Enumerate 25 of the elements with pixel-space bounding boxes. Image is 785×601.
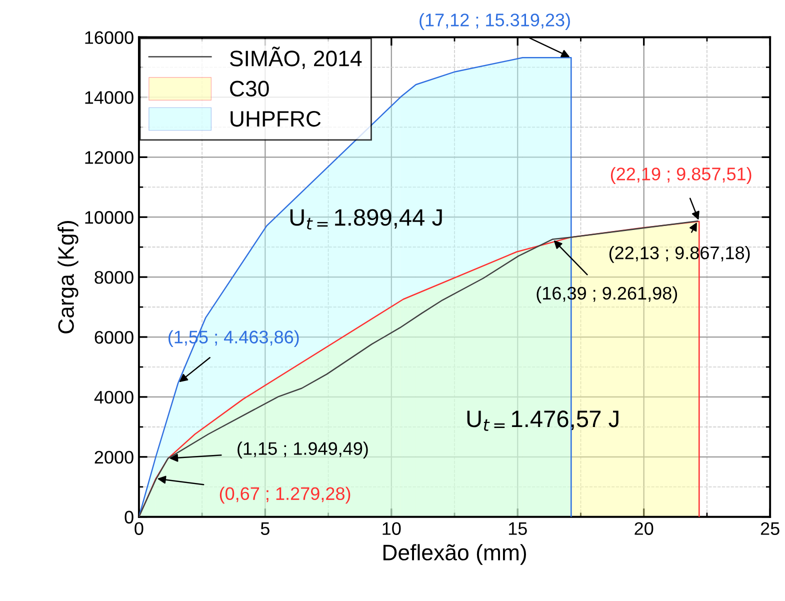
x-tick-label: 20 — [634, 522, 654, 535]
x-tick-label: 15 — [508, 522, 527, 535]
x-tick-label: 25 — [760, 522, 780, 535]
x-tick-label: 0 — [134, 522, 144, 535]
annotation: (1,15 ; 1.949,49) — [238, 442, 368, 458]
y-tick-label: 0 — [124, 510, 134, 524]
y-tick-label: 12000 — [85, 151, 134, 164]
y-tick-label: 4000 — [94, 390, 134, 404]
x-tick-label: 10 — [382, 522, 401, 535]
y-tick-label: 16000 — [85, 31, 134, 44]
y-tick-label: 14000 — [85, 91, 134, 104]
legend-label: SIMÃO, 2014 — [230, 46, 362, 69]
y-tick-label: 10000 — [85, 211, 134, 224]
annotation: (22,19 ; 9.857,51) — [610, 167, 752, 184]
annotation: (0,67 ; 1.279,28) — [220, 486, 350, 504]
legend-label: C30 — [230, 80, 269, 97]
y-tick-label: 8000 — [94, 270, 134, 284]
legend-label: UHPFRC — [230, 110, 321, 127]
y-tick-label: 2000 — [94, 450, 134, 464]
x-axis-title: Deflexão (mm) — [383, 544, 526, 565]
annotation: U$_{t=}$1.899,44 J — [290, 209, 442, 230]
x-tick-label: 5 — [260, 522, 270, 535]
y-axis-title: Carga (Kgf) — [58, 221, 78, 334]
y-tick-label: 6000 — [94, 330, 134, 344]
annotation: (17,12 ; 15.319,23) — [420, 13, 570, 30]
